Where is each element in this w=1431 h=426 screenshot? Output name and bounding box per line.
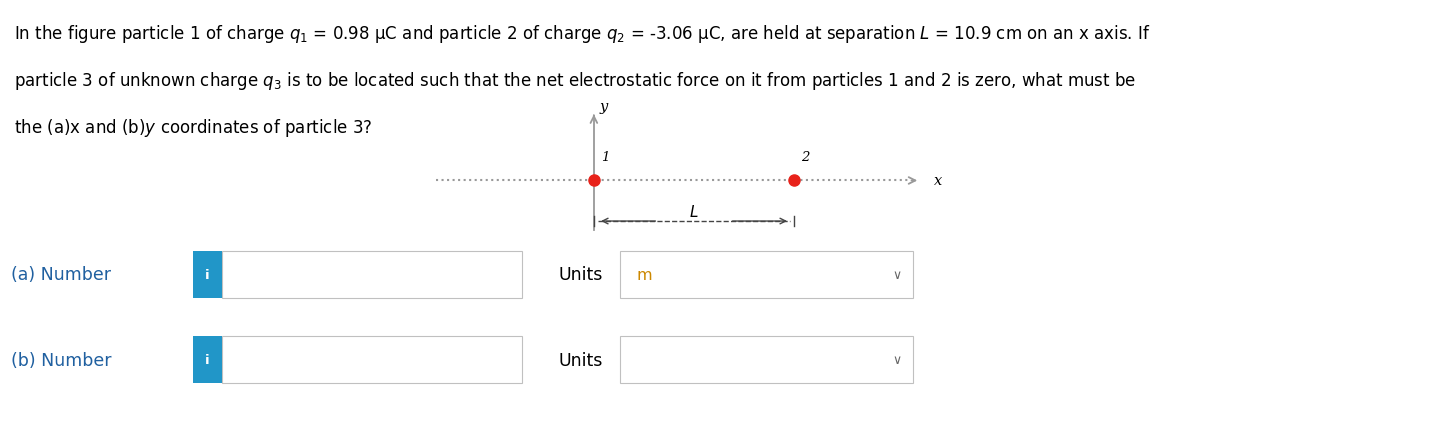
Text: 2: 2 [801, 151, 810, 164]
Text: i: i [205, 268, 210, 281]
Text: Units: Units [558, 266, 602, 284]
Text: y: y [600, 100, 608, 114]
Text: Units: Units [558, 351, 602, 369]
FancyBboxPatch shape [222, 251, 522, 298]
Text: $L$: $L$ [690, 204, 698, 219]
FancyBboxPatch shape [193, 251, 222, 298]
FancyBboxPatch shape [620, 337, 913, 383]
Text: i: i [205, 354, 210, 366]
Text: 1: 1 [601, 151, 610, 164]
Text: the (a)x and (b)$y$ coordinates of particle 3?: the (a)x and (b)$y$ coordinates of parti… [14, 117, 373, 139]
FancyBboxPatch shape [193, 337, 222, 383]
Text: ∨: ∨ [893, 268, 902, 281]
Text: x: x [934, 174, 943, 188]
FancyBboxPatch shape [620, 251, 913, 298]
Text: (a) Number: (a) Number [11, 266, 112, 284]
Text: m: m [637, 267, 653, 282]
FancyBboxPatch shape [222, 337, 522, 383]
Text: particle 3 of unknown charge $q_3$ is to be located such that the net electrosta: particle 3 of unknown charge $q_3$ is to… [14, 70, 1136, 92]
Text: In the figure particle 1 of charge $q_1$ = 0.98 μC and particle 2 of charge $q_2: In the figure particle 1 of charge $q_1$… [14, 23, 1151, 46]
Text: (b) Number: (b) Number [11, 351, 112, 369]
Text: ∨: ∨ [893, 354, 902, 366]
